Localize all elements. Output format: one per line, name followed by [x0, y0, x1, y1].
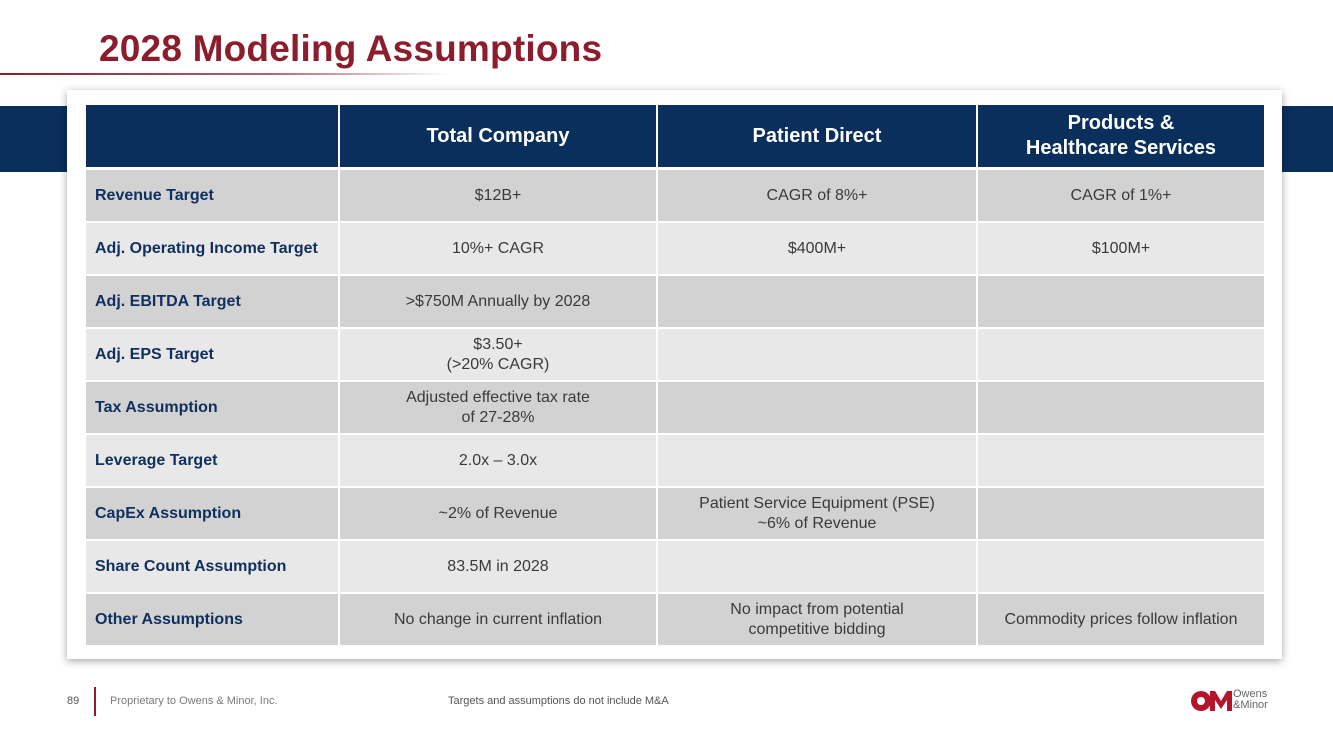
header-total-company: Total Company [339, 105, 658, 170]
row-label: Leverage Target [86, 434, 340, 488]
cell-total-company: Adjusted effective tax rate of 27-28% [339, 381, 658, 435]
title-underline [0, 73, 450, 75]
table-row: Adj. EBITDA Target >$750M Annually by 202… [86, 275, 1264, 329]
row-label: CapEx Assumption [86, 487, 340, 541]
row-label: Other Assumptions [86, 593, 340, 647]
cell-line: competitive bidding [748, 620, 886, 638]
row-label: Tax Assumption [86, 381, 340, 435]
cell-products-healthcare [977, 381, 1264, 435]
table-row: Adj. EPS Target $3.50+ (>20% CAGR) [86, 328, 1264, 382]
om-logo-icon [1191, 691, 1232, 711]
header-products-line2: Healthcare Services [1025, 137, 1217, 159]
table-body: Revenue Target $12B+ CAGR of 8%+ CAGR of 1%… [86, 168, 1264, 647]
company-logo: Owens &Minor [1190, 689, 1280, 713]
cell-line: $3.50+ [473, 335, 523, 353]
table-row: Other Assumptions No change in current in… [86, 593, 1264, 647]
cell-line: No impact from potential [730, 600, 904, 618]
cell-products-healthcare: Commodity prices follow inflation [977, 593, 1264, 647]
cell-patient-direct [657, 328, 978, 382]
cell-line: (>20% CAGR) [446, 355, 550, 373]
cell-total-company: 2.0x – 3.0x [339, 434, 658, 488]
cell-patient-direct [657, 381, 978, 435]
cell-products-healthcare [977, 434, 1264, 488]
cell-patient-direct [657, 540, 978, 594]
row-label: Adj. EBITDA Target [86, 275, 340, 329]
footer-note: Targets and assumptions do not include M… [448, 695, 669, 707]
table-row: Adj. Operating Income Target 10%+ CAGR $40… [86, 222, 1264, 276]
cell-products-healthcare [977, 275, 1264, 329]
header-products-healthcare: Products & Healthcare Services [977, 105, 1264, 170]
header-cell-blank [86, 105, 340, 170]
cell-patient-direct [657, 275, 978, 329]
assumptions-table: Total Company Patient Direct Products & H… [86, 105, 1264, 647]
cell-products-healthcare [977, 487, 1264, 541]
proprietary-notice: Proprietary to Owens & Minor, Inc. [110, 695, 278, 707]
cell-patient-direct [657, 434, 978, 488]
cell-line: Patient Service Equipment (PSE) [699, 494, 935, 512]
cell-patient-direct: $400M+ [657, 222, 978, 276]
cell-patient-direct: No impact from potential competitive bidd… [657, 593, 978, 647]
cell-line: Adjusted effective tax rate [406, 388, 590, 406]
table-row: Tax Assumption Adjusted effective tax rat… [86, 381, 1264, 435]
cell-total-company: >$750M Annually by 2028 [339, 275, 658, 329]
cell-products-healthcare [977, 540, 1264, 594]
table-header-row: Total Company Patient Direct Products & H… [86, 105, 1264, 170]
cell-products-healthcare: CAGR of 1%+ [977, 168, 1264, 223]
cell-total-company: 83.5M in 2028 [339, 540, 658, 594]
row-label: Adj. EPS Target [86, 328, 340, 382]
row-label: Adj. Operating Income Target [86, 222, 340, 276]
row-label: Revenue Target [86, 168, 340, 223]
logo-line-minor: &Minor [1233, 699, 1268, 711]
page-title: 2028 Modeling Assumptions [99, 28, 603, 69]
cell-line: ~6% of Revenue [757, 514, 877, 532]
table-card: Total Company Patient Direct Products & H… [67, 90, 1282, 659]
cell-products-healthcare [977, 328, 1264, 382]
table-row: Revenue Target $12B+ CAGR of 8%+ CAGR of 1%… [86, 168, 1264, 223]
cell-patient-direct: Patient Service Equipment (PSE) ~6% of Re… [657, 487, 978, 541]
cell-total-company: $3.50+ (>20% CAGR) [339, 328, 658, 382]
cell-total-company: 10%+ CAGR [339, 222, 658, 276]
header-products-line1: Products & [1067, 112, 1175, 134]
table-row: Leverage Target 2.0x – 3.0x [86, 434, 1264, 488]
cell-line: of 27-28% [461, 408, 535, 426]
cell-patient-direct: CAGR of 8%+ [657, 168, 978, 223]
cell-total-company: $12B+ [339, 168, 658, 223]
footer-divider [94, 687, 96, 716]
cell-products-healthcare: $100M+ [977, 222, 1264, 276]
cell-total-company: ~2% of Revenue [339, 487, 658, 541]
header-patient-direct: Patient Direct [657, 105, 978, 170]
cell-total-company: No change in current inflation [339, 593, 658, 647]
table-row: CapEx Assumption ~2% of Revenue Patient Se… [86, 487, 1264, 541]
logo-line-owens: Owens [1233, 688, 1268, 700]
logo-text: Owens &Minor [1233, 689, 1268, 711]
table-row: Share Count Assumption 83.5M in 2028 [86, 540, 1264, 594]
row-label: Share Count Assumption [86, 540, 340, 594]
page-number: 89 [67, 695, 80, 707]
